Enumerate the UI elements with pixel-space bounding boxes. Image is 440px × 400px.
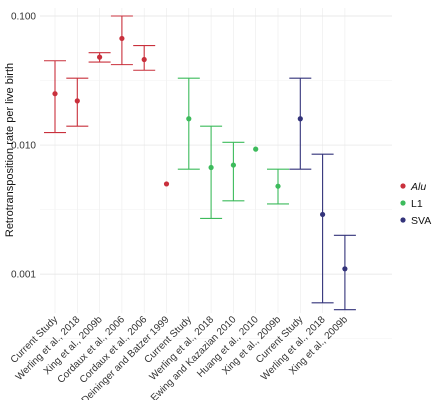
data-point bbox=[52, 91, 58, 97]
data-point bbox=[320, 211, 326, 218]
legend-item: Alu bbox=[400, 181, 426, 193]
error-bar bbox=[311, 153, 334, 304]
data-point bbox=[342, 266, 348, 272]
y-tick-label: 0.100 bbox=[11, 12, 36, 23]
legend-item: SVA bbox=[400, 215, 431, 227]
data-point bbox=[297, 116, 303, 122]
legend-label: L1 bbox=[411, 198, 423, 210]
y-tick-label: 0.001 bbox=[11, 270, 36, 281]
data-point bbox=[208, 164, 214, 171]
error-bar bbox=[289, 77, 312, 170]
data-point bbox=[163, 181, 170, 187]
error-bar bbox=[222, 141, 245, 202]
grid bbox=[40, 8, 392, 339]
data-point bbox=[186, 116, 192, 122]
legend: Alu L1 SVA bbox=[400, 181, 431, 227]
legend-item: L1 bbox=[400, 198, 423, 210]
data-point bbox=[253, 146, 259, 152]
y-axis-label: Retrotransposition rate per live birth bbox=[4, 63, 16, 237]
error-bar bbox=[200, 125, 223, 220]
legend-swatch bbox=[400, 217, 406, 223]
data-point bbox=[74, 98, 80, 104]
error-bar bbox=[333, 234, 356, 311]
y-tick-label: 0.010 bbox=[11, 141, 36, 152]
error-bar bbox=[44, 60, 66, 134]
legend-label: Alu bbox=[410, 181, 426, 193]
data-points bbox=[52, 35, 348, 272]
error-bars bbox=[44, 15, 356, 311]
legend-swatch bbox=[400, 200, 406, 206]
data-point bbox=[97, 54, 103, 60]
legend-label: SVA bbox=[411, 215, 431, 227]
data-point bbox=[119, 35, 125, 42]
y-axis-ticks: 0.001 0.010 0.100 bbox=[11, 12, 36, 281]
data-point bbox=[141, 56, 147, 63]
legend-swatch bbox=[400, 183, 406, 189]
error-bar bbox=[177, 77, 200, 170]
data-point bbox=[275, 183, 281, 189]
data-point bbox=[230, 162, 236, 168]
